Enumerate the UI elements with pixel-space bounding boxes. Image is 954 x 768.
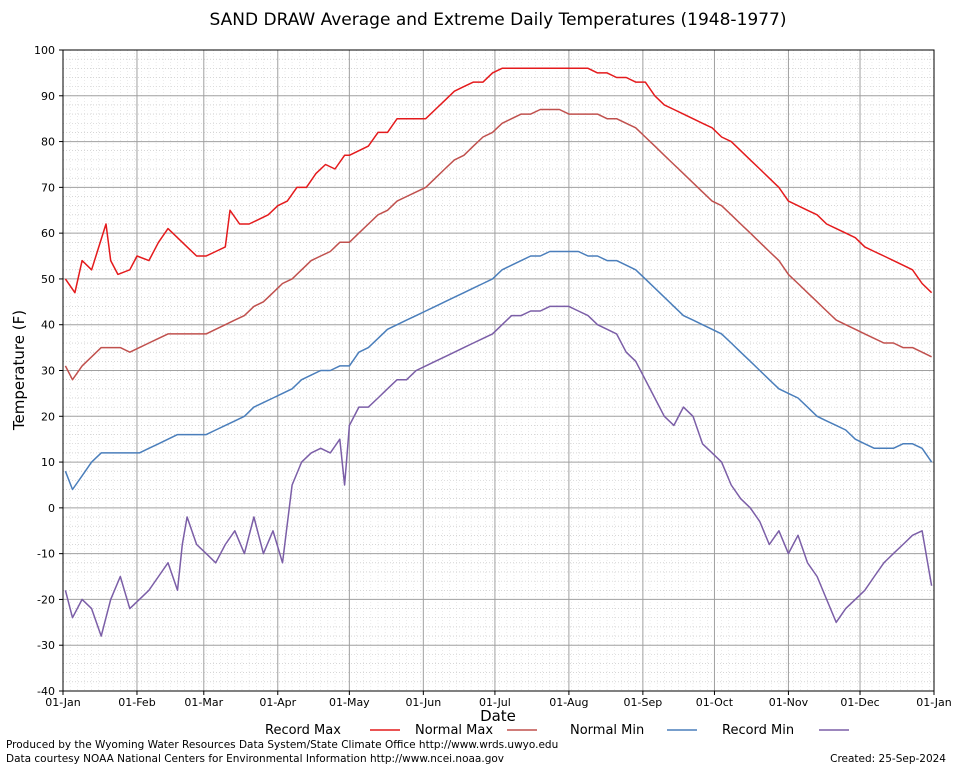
y-tick-label: 80 [41,136,55,149]
x-tick-label: 01-Apr [259,696,296,709]
x-tick-label: 01-Feb [118,696,155,709]
x-tick-label: 01-May [329,696,370,709]
y-tick-label: 60 [41,227,55,240]
x-tick-label: 01-Sep [624,696,663,709]
y-tick-label: 50 [41,273,55,286]
series-layer [64,67,933,637]
x-tick-label: 01-Jan [45,696,81,709]
y-tick-label: 20 [41,410,55,423]
y-tick-label: -40 [37,685,55,698]
y-tick-label: 0 [48,502,55,515]
y-tick-label: -20 [37,593,55,606]
x-tick-label: 01-Jul [479,696,511,709]
x-tick-label: 01-Dec [840,696,879,709]
x-tick-label: 01-Jan [916,696,952,709]
y-tick-label: 90 [41,90,55,103]
legend-label: Record Max [265,723,341,738]
series-line-3 [64,305,933,637]
series-line-0 [64,67,933,294]
x-tick-label: 01-Mar [184,696,223,709]
x-tick-label: 01-Aug [549,696,588,709]
y-tick-label: 70 [41,181,55,194]
y-tick-label: 100 [34,44,55,57]
x-tick-label: 01-Jun [405,696,441,709]
footer-credit-line-2: Data courtesy NOAA National Centers for … [6,753,504,765]
legend-label: Record Min [722,723,794,738]
created-date: Created: 25-Sep-2024 [830,753,946,765]
x-tick-label: 01-Nov [769,696,809,709]
x-axis-ticks: 01-Jan 01-Feb 01-Mar 01-Apr 01-May 01-Jun 01-J… [45,691,952,709]
legend-label: Normal Min [570,723,644,738]
x-tick-label: 01-Oct [696,696,734,709]
y-tick-label: 10 [41,456,55,469]
y-tick-label: -10 [37,548,55,561]
y-axis-ticks: -40 -30 -20 -10 0 10 20 30 40 50 60 70 80 90 100 [34,44,63,698]
y-tick-label: 40 [41,319,55,332]
y-tick-label: -30 [37,639,55,652]
chart-title: SAND DRAW Average and Extreme Daily Temp… [210,10,787,30]
legend-label: Normal Max [415,723,493,738]
series-line-1 [64,108,932,381]
x-axis-label: Date [480,707,516,725]
footer-credit-line-1: Produced by the Wyoming Water Resources … [6,739,558,751]
minor-grid [62,50,934,691]
series-line-2 [64,250,933,491]
y-tick-label: 30 [41,365,55,378]
y-axis-label: Temperature (F) [10,310,28,431]
legend: Record Max Normal Max Normal Min Record Min [265,723,849,738]
